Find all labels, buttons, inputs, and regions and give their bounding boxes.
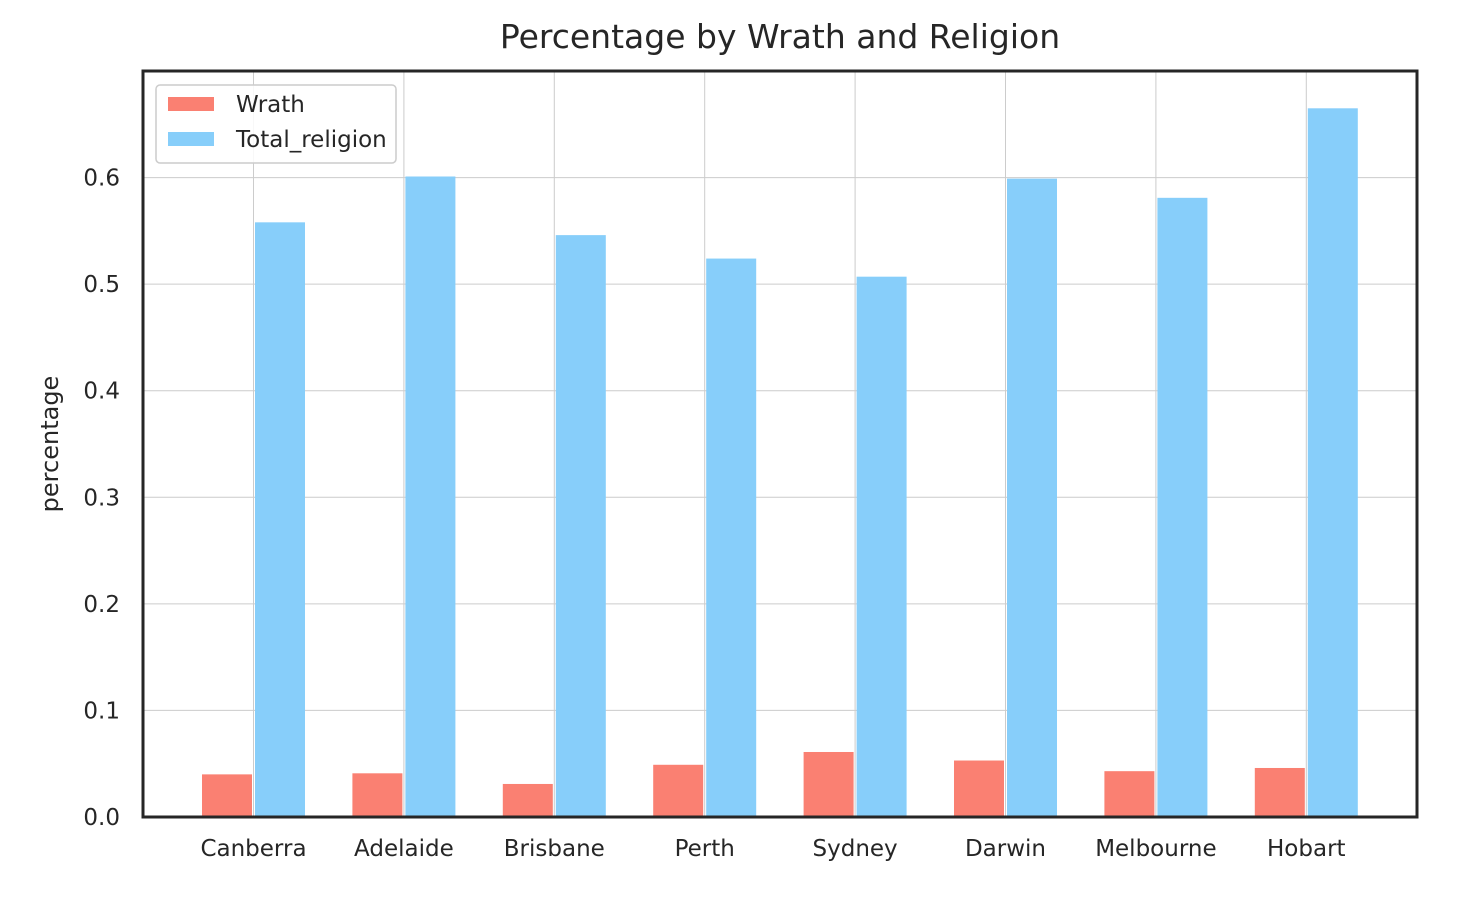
bar-total-religion <box>1157 197 1208 817</box>
bar-wrath <box>502 783 553 817</box>
y-tick-label: 0.1 <box>83 698 120 724</box>
bar-total-religion <box>1007 178 1057 817</box>
chart-title: Percentage by Wrath and Religion <box>500 17 1060 56</box>
bar-total-religion <box>1307 108 1358 818</box>
x-tick-label: Sydney <box>813 836 898 862</box>
y-tick-labels: 0.0 0.1 0.2 0.3 0.4 0.5 0.6 <box>83 166 120 831</box>
bar-wrath <box>352 773 403 817</box>
x-tick-label: Adelaide <box>354 836 454 862</box>
bar-wrath <box>1104 771 1155 817</box>
bar-wrath <box>1254 767 1305 817</box>
legend-label-wrath: Wrath <box>236 92 305 118</box>
x-tick-label: Darwin <box>965 836 1046 862</box>
bar-total-religion <box>706 258 757 818</box>
x-tick-label: Canberra <box>200 836 306 862</box>
bar-wrath <box>954 760 1004 817</box>
legend-swatch-wrath <box>168 97 214 111</box>
bar-wrath <box>653 764 704 817</box>
y-tick-label: 0.0 <box>83 805 120 831</box>
bar-total-religion <box>555 235 606 817</box>
y-tick-label: 0.6 <box>83 166 120 192</box>
bar-wrath <box>803 751 854 817</box>
grid-lines <box>143 71 1417 817</box>
legend-swatch-total-religion <box>168 132 214 146</box>
bar-total-religion <box>856 276 907 817</box>
legend-box <box>155 84 397 164</box>
x-tick-label: Brisbane <box>504 836 605 862</box>
y-tick-label: 0.4 <box>83 379 120 405</box>
legend: Wrath Total_religion <box>155 84 397 164</box>
y-tick-label: 0.2 <box>83 592 120 618</box>
y-axis-label: percentage <box>36 376 64 513</box>
y-tick-label: 0.5 <box>83 272 120 298</box>
bars <box>202 108 1358 818</box>
x-tick-label: Perth <box>675 836 735 862</box>
bar-wrath <box>202 774 252 817</box>
y-tick-label: 0.3 <box>83 485 120 511</box>
x-tick-labels: Canberra Adelaide Brisbane Perth Sydney Darwi… <box>200 836 1345 862</box>
plot-frame <box>141 69 1419 819</box>
bar-total-religion <box>255 222 305 817</box>
x-tick-label: Melbourne <box>1095 836 1216 862</box>
bar-total-religion <box>405 176 456 817</box>
x-tick-label: Hobart <box>1267 836 1346 862</box>
legend-label-total-religion: Total_religion <box>235 127 387 153</box>
